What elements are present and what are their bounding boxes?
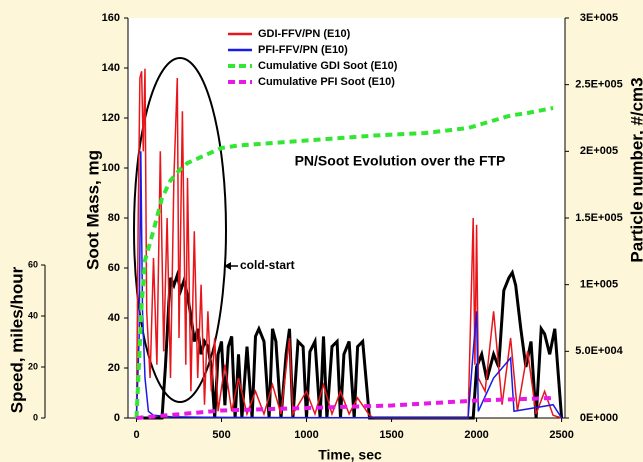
y2-tick-label: 1E+005 (580, 279, 618, 291)
series-line (136, 396, 554, 420)
y2-tick-label: 2E+005 (580, 145, 618, 157)
x-tick-label: 0 (133, 429, 139, 441)
annotation: PN/Soot Evolution over the FTP (295, 153, 506, 169)
y2-tick-label: 1.5E+005 (575, 212, 622, 224)
x-tick-label: 1500 (379, 429, 403, 441)
y3-tick-label: 0 (33, 412, 38, 422)
series-line (135, 151, 563, 419)
x-axis-title: Time, sec (318, 447, 382, 462)
y3-tick-label: 60 (28, 259, 38, 269)
y2-axis-title: Particle number, #/cm3 (627, 77, 643, 262)
legend-label: GDI-FFV/PN (E10) (258, 28, 351, 40)
y-tick-label: 0 (114, 412, 120, 424)
y-tick-label: 40 (108, 312, 120, 324)
legend-label: Cumulative PFI Soot (E10) (258, 76, 395, 88)
x-tick-label: 1000 (294, 429, 318, 441)
series-line (135, 68, 562, 419)
y-tick-label: 120 (102, 112, 120, 124)
y2-tick-label: 3E+005 (580, 12, 618, 24)
legend-label: Cumulative GDI Soot (E10) (258, 60, 398, 72)
legend-label: PFI-FFV/PN (E10) (258, 44, 348, 56)
y2-tick-label: 0E+000 (580, 412, 618, 424)
annotation: cold-start (240, 258, 295, 272)
y-axis-title: Soot Mass, mg (83, 150, 102, 270)
y-tick-label: 60 (108, 262, 120, 274)
arrow-head (224, 262, 231, 270)
y3-tick-label: 20 (28, 361, 38, 371)
y3-axis-title: Speed, miles/hour (7, 266, 26, 413)
y-tick-label: 140 (102, 62, 120, 74)
x-tick-label: 500 (212, 429, 230, 441)
y-tick-label: 100 (102, 162, 120, 174)
x-tick-label: 2000 (464, 429, 488, 441)
y2-tick-label: 5.0E+004 (575, 345, 623, 357)
y2-tick-label: 2.5E+005 (575, 79, 622, 91)
cold-start-ellipse (133, 57, 227, 403)
y-tick-label: 20 (108, 362, 120, 374)
series-line (134, 106, 554, 419)
x-tick-label: 2500 (549, 429, 573, 441)
y-tick-label: 80 (108, 212, 120, 224)
y3-tick-label: 40 (28, 310, 38, 320)
y-tick-label: 160 (102, 12, 120, 24)
